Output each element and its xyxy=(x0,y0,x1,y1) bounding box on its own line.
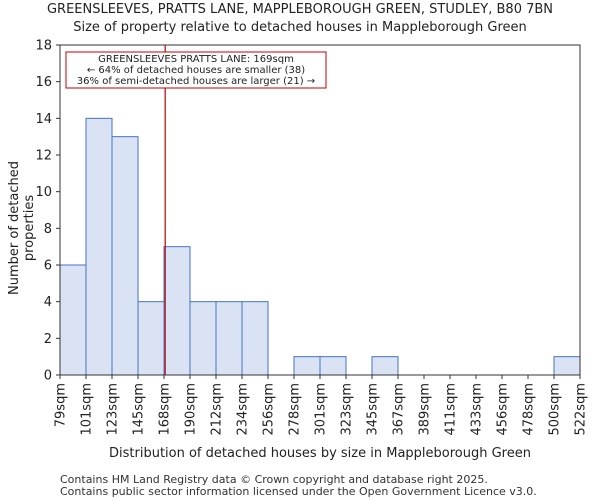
bar-123sqm xyxy=(111,136,139,376)
x-tick-label: 256sqm xyxy=(262,383,277,436)
plot-frame xyxy=(59,44,581,376)
x-tick-label: 522sqm xyxy=(574,383,589,436)
x-tick-label: 190sqm xyxy=(184,383,199,436)
x-tick-label: 79sqm xyxy=(54,383,69,427)
y-axis-label: Number of detached properties xyxy=(7,161,37,295)
x-tick-label: 345sqm xyxy=(366,383,381,436)
chart-title: GREENSLEEVES, PRATTS LANE, MAPPLEBOROUGH… xyxy=(46,2,554,17)
x-tick-label: 145sqm xyxy=(132,383,147,436)
x-tick-label: 323sqm xyxy=(340,383,355,436)
annotation-line-1: GREENSLEEVES PRATTS LANE: 169sqm xyxy=(98,54,294,65)
y-tick-label: 8 xyxy=(44,222,52,237)
bar-79sqm xyxy=(59,264,87,376)
bar-278sqm xyxy=(293,356,321,376)
x-tick-label: 123sqm xyxy=(106,383,121,436)
bar-212sqm xyxy=(215,301,243,376)
x-tick-label: 389sqm xyxy=(418,383,433,436)
bar-145sqm xyxy=(137,301,165,376)
x-tick-label: 301sqm xyxy=(314,383,329,436)
x-tick-label: 367sqm xyxy=(392,383,407,436)
x-tick-label: 433sqm xyxy=(470,383,485,436)
x-tick-label: 234sqm xyxy=(236,383,251,436)
footer-line-2: Contains public sector information licen… xyxy=(60,485,537,498)
y-tick-label: 18 xyxy=(35,39,52,54)
y-tick-label: 12 xyxy=(35,149,52,164)
bar-190sqm xyxy=(189,301,217,376)
x-tick-label: 456sqm xyxy=(496,383,511,436)
y-tick-label: 0 xyxy=(44,369,52,384)
bar-345sqm xyxy=(371,356,399,376)
x-tick-label: 411sqm xyxy=(444,383,459,436)
chart-subtitle: Size of property relative to detached ho… xyxy=(73,20,527,35)
x-axis-label: Distribution of detached houses by size … xyxy=(109,446,531,461)
bar-168sqm xyxy=(163,246,191,376)
bar-301sqm xyxy=(319,356,347,376)
x-tick-label: 168sqm xyxy=(158,383,173,436)
bar-234sqm xyxy=(241,301,269,376)
y-tick-label: 10 xyxy=(35,185,52,200)
y-tick-label: 2 xyxy=(44,332,52,347)
x-tick-label: 500sqm xyxy=(548,383,563,436)
y-tick-label: 16 xyxy=(35,75,52,90)
footer-line-1: Contains HM Land Registry data © Crown c… xyxy=(60,473,488,486)
y-tick-label: 14 xyxy=(35,112,52,127)
annotation-line-3: 36% of semi-detached houses are larger (… xyxy=(77,76,315,87)
x-tick-label: 278sqm xyxy=(288,383,303,436)
x-tick-label: 478sqm xyxy=(522,383,537,436)
bar-101sqm xyxy=(85,117,113,376)
y-tick-label: 6 xyxy=(44,259,52,274)
annotation-line-2: ← 64% of detached houses are smaller (38… xyxy=(87,65,305,76)
x-tick-label: 212sqm xyxy=(210,383,225,436)
annotation-box: GREENSLEEVES PRATTS LANE: 169sqm ← 64% o… xyxy=(65,51,327,89)
bar-500sqm xyxy=(553,356,581,376)
y-tick-label: 4 xyxy=(44,295,52,310)
x-tick-label: 101sqm xyxy=(80,383,95,436)
